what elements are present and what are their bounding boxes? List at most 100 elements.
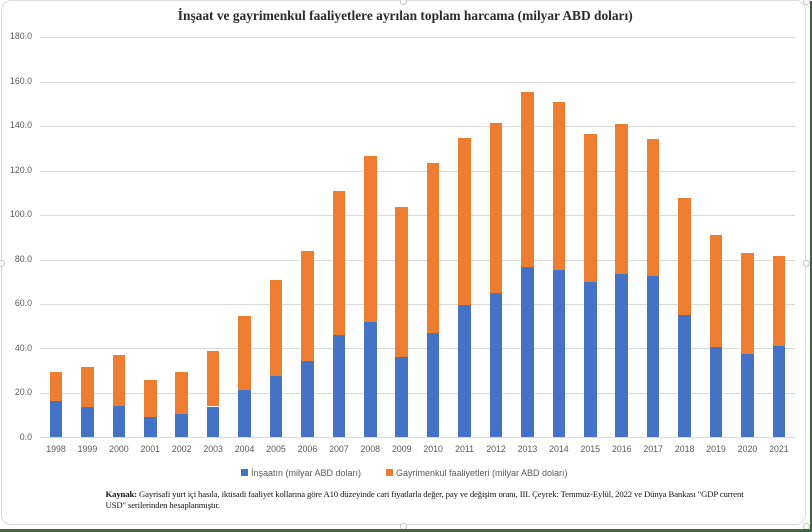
bar-1999-construction[interactable] bbox=[81, 406, 94, 438]
gridline-100 bbox=[40, 215, 795, 217]
y-axis-label-120: 120.0 bbox=[9, 164, 32, 175]
y-axis-label-80: 80.0 bbox=[14, 253, 32, 264]
x-axis-label-2007: 2007 bbox=[329, 443, 349, 454]
bar-2015-real-estate[interactable] bbox=[584, 134, 597, 282]
x-axis-label-2010: 2010 bbox=[423, 443, 443, 454]
bar-2012-real-estate[interactable] bbox=[489, 122, 503, 293]
gridline-120 bbox=[40, 170, 795, 172]
bar-2008-construction[interactable] bbox=[364, 322, 377, 438]
bar-2004-real-estate[interactable] bbox=[238, 316, 251, 391]
gridline-60 bbox=[40, 304, 795, 306]
bar-2001-construction[interactable] bbox=[144, 416, 157, 438]
x-axis-label-2021: 2021 bbox=[769, 443, 789, 454]
bar-2016-construction[interactable] bbox=[615, 274, 629, 438]
bar-2003-real-estate[interactable] bbox=[206, 350, 220, 407]
bar-2013-real-estate[interactable] bbox=[521, 92, 534, 267]
x-axis-label-2012: 2012 bbox=[486, 443, 506, 454]
footnote-line2: USD" serilerinden hesaplanmıştır. bbox=[105, 499, 220, 510]
x-axis-label-2003: 2003 bbox=[203, 443, 223, 454]
bar-2015-construction[interactable] bbox=[584, 281, 597, 438]
bar-1999-real-estate[interactable] bbox=[81, 367, 94, 407]
x-axis-label-2009: 2009 bbox=[391, 443, 412, 454]
gridline-180 bbox=[40, 37, 795, 39]
bar-2012-construction[interactable] bbox=[489, 292, 503, 438]
legend-item-construction[interactable]: İnşaatın (milyar ABD doları) bbox=[240, 468, 361, 478]
resize-handle-top-right[interactable] bbox=[802, 0, 810, 5]
chart-object[interactable]: İnşaat ve gayrimenkul faaliyetlere ayrıl… bbox=[1, 0, 806, 525]
bar-1998-construction[interactable] bbox=[49, 401, 63, 438]
x-axis-label-2020: 2020 bbox=[737, 443, 758, 454]
bar-2011-real-estate[interactable] bbox=[458, 137, 471, 306]
bar-2003-construction[interactable] bbox=[206, 406, 220, 438]
y-axis-label-140: 140.0 bbox=[9, 120, 32, 131]
legend-marker-real-estate bbox=[385, 469, 393, 476]
bar-2017-real-estate[interactable] bbox=[646, 139, 660, 277]
footnote-line1: Gayrisafi yurt içi hasıla, iktisadi faal… bbox=[138, 488, 744, 499]
y-axis-label-160: 160.0 bbox=[9, 75, 32, 86]
legend[interactable]: İnşaatın (milyar ABD doları) Gayrimenkul… bbox=[4, 468, 805, 478]
bar-2000-real-estate[interactable] bbox=[112, 354, 126, 407]
bar-2017-construction[interactable] bbox=[646, 276, 660, 438]
bar-2000-construction[interactable] bbox=[112, 406, 126, 438]
bar-2008-real-estate[interactable] bbox=[364, 155, 377, 323]
footnote-source-label: Kaynak: bbox=[105, 488, 138, 499]
bar-2013-construction[interactable] bbox=[521, 266, 534, 438]
bar-2006-construction[interactable] bbox=[301, 360, 314, 438]
bar-2007-real-estate[interactable] bbox=[332, 191, 346, 336]
bar-2016-real-estate[interactable] bbox=[615, 124, 629, 275]
legend-item-real-estate[interactable]: Gayrimenkul faaliyetleri (milyar ABD dol… bbox=[385, 468, 568, 478]
y-axis-label-20: 20.0 bbox=[14, 387, 32, 398]
x-axis-label-2017: 2017 bbox=[643, 443, 663, 454]
resize-handle-top-center[interactable] bbox=[400, 0, 407, 5]
bar-2006-real-estate[interactable] bbox=[301, 250, 314, 361]
gridline-40 bbox=[40, 348, 795, 350]
bar-2021-real-estate[interactable] bbox=[772, 256, 786, 347]
resize-handle-left-middle[interactable] bbox=[0, 260, 5, 267]
x-axis-label-2013: 2013 bbox=[517, 443, 538, 454]
bar-2020-real-estate[interactable] bbox=[741, 253, 754, 355]
x-axis-label-2002: 2002 bbox=[171, 443, 192, 454]
bar-2010-real-estate[interactable] bbox=[426, 162, 440, 334]
bar-2018-real-estate[interactable] bbox=[678, 198, 691, 316]
bar-2020-construction[interactable] bbox=[741, 354, 754, 438]
bar-2014-real-estate[interactable] bbox=[552, 102, 566, 270]
x-axis-label-2005: 2005 bbox=[266, 443, 286, 454]
x-axis-label-2001: 2001 bbox=[140, 443, 161, 454]
bar-2002-construction[interactable] bbox=[175, 414, 189, 438]
bar-2002-real-estate[interactable] bbox=[175, 372, 189, 415]
bar-2010-construction[interactable] bbox=[426, 333, 440, 438]
legend-marker-construction bbox=[240, 469, 248, 476]
footnote: Kaynak: Gayrisafi yurt içi hasıla, iktis… bbox=[106, 489, 806, 512]
bar-1998-real-estate[interactable] bbox=[49, 372, 63, 402]
x-axis-label-2018: 2018 bbox=[674, 443, 695, 454]
x-axis-label-2016: 2016 bbox=[611, 443, 632, 454]
bar-2011-construction[interactable] bbox=[458, 305, 471, 438]
bar-2009-real-estate[interactable] bbox=[395, 206, 409, 357]
bar-2001-real-estate[interactable] bbox=[144, 379, 157, 417]
bar-2004-construction[interactable] bbox=[238, 390, 251, 438]
y-axis-label-0: 0.0 bbox=[19, 431, 32, 442]
bar-2009-construction[interactable] bbox=[395, 356, 409, 438]
x-axis-label-1998: 1998 bbox=[46, 443, 66, 454]
bar-2005-real-estate[interactable] bbox=[269, 280, 283, 376]
gridline-0 bbox=[40, 437, 795, 439]
resize-handle-right-middle[interactable] bbox=[802, 260, 810, 267]
bar-2021-construction[interactable] bbox=[772, 346, 786, 438]
bar-2018-construction[interactable] bbox=[678, 315, 691, 438]
y-axis-label-40: 40.0 bbox=[14, 342, 32, 353]
bar-2005-construction[interactable] bbox=[269, 375, 283, 438]
bar-2019-real-estate[interactable] bbox=[709, 235, 723, 347]
x-axis-label-2011: 2011 bbox=[455, 443, 475, 454]
gridline-80 bbox=[40, 259, 795, 261]
bar-2007-construction[interactable] bbox=[332, 335, 346, 438]
chart-title[interactable]: İnşaat ve gayrimenkul faaliyetlere ayrıl… bbox=[177, 7, 633, 23]
gridline-20 bbox=[40, 392, 795, 394]
x-axis-label-2015: 2015 bbox=[580, 443, 601, 454]
y-axis-label-60: 60.0 bbox=[14, 298, 32, 309]
bar-2019-construction[interactable] bbox=[709, 346, 723, 438]
x-axis-label-2019: 2019 bbox=[706, 443, 726, 454]
bar-2014-construction[interactable] bbox=[552, 269, 566, 438]
x-axis-label-2008: 2008 bbox=[360, 443, 381, 454]
gridline-160 bbox=[40, 81, 795, 83]
